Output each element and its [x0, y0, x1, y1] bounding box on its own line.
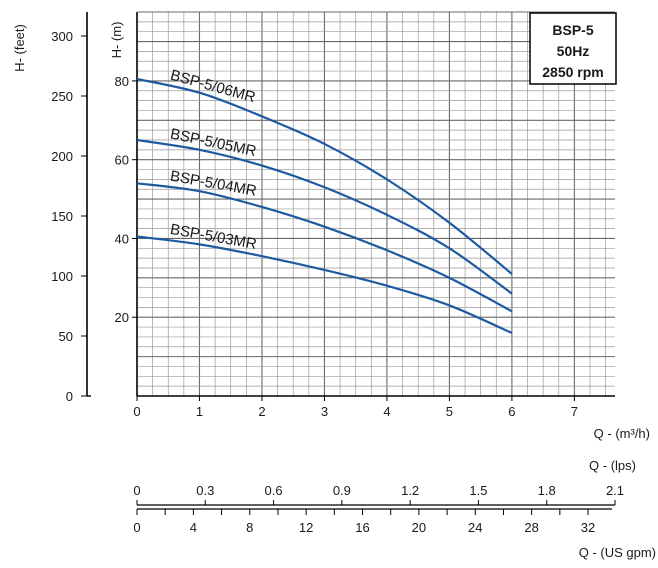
curve-bsp-5-04mr — [136, 182, 513, 313]
x-tick-label: 3 — [321, 404, 328, 419]
y-m-tick-label: 60 — [115, 153, 129, 168]
info-box-frame — [529, 12, 617, 85]
gpm-tick-label: 20 — [412, 520, 426, 535]
x-tick-label: 1 — [196, 404, 203, 419]
lps-axis-title: Q - (lps) — [589, 458, 636, 473]
gpm-axis-title: Q - (US gpm) — [579, 545, 656, 560]
y-feet-tick-label: 100 — [51, 269, 73, 284]
y-m-tick-label: 20 — [115, 310, 129, 325]
gpm-tick-label: 8 — [246, 520, 253, 535]
gpm-tick-label: 28 — [524, 520, 538, 535]
x-tick-label: 5 — [446, 404, 453, 419]
y-feet-tick-label: 250 — [51, 89, 73, 104]
lps-tick-label: 2.1 — [606, 483, 624, 498]
info-box-model: BSP-5 — [552, 22, 593, 38]
info-box-frequency: 50Hz — [557, 43, 590, 59]
gpm-tick-label: 12 — [299, 520, 313, 535]
info-box: BSP-5 50Hz 2850 rpm — [529, 12, 617, 85]
gpm-tick-label: 4 — [190, 520, 197, 535]
y-axis-m-title: H- (m) — [109, 22, 124, 59]
y-feet-tick-label: 300 — [51, 29, 73, 44]
x-tick-label: 4 — [383, 404, 390, 419]
gpm-tick-label: 0 — [133, 520, 140, 535]
x-tick-label: 2 — [258, 404, 265, 419]
lps-tick-label: 1.8 — [538, 483, 556, 498]
lps-tick-label: 0.9 — [333, 483, 351, 498]
axes-layer — [81, 11, 616, 515]
y-m-tick-label: 40 — [115, 231, 129, 246]
series-layer — [136, 77, 513, 334]
lps-tick-label: 0 — [133, 483, 140, 498]
y-m-tick-label: 80 — [115, 74, 129, 89]
y-feet-tick-label: 150 — [51, 209, 73, 224]
gpm-tick-label: 24 — [468, 520, 482, 535]
lps-tick-label: 1.5 — [469, 483, 487, 498]
y-feet-tick-label: 0 — [66, 389, 73, 404]
lps-tick-label: 0.3 — [196, 483, 214, 498]
gpm-tick-label: 32 — [581, 520, 595, 535]
x-tick-label: 0 — [133, 404, 140, 419]
y-feet-tick-label: 50 — [59, 329, 73, 344]
info-box-speed: 2850 rpm — [542, 64, 603, 80]
x-tick-label: 6 — [508, 404, 515, 419]
curve-bsp-5-03mr — [136, 235, 513, 334]
lps-tick-label: 1.2 — [401, 483, 419, 498]
curve-bsp-5-05mr — [136, 138, 513, 295]
y-feet-tick-label: 200 — [51, 149, 73, 164]
x-axis-title: Q - (m³/h) — [594, 426, 650, 441]
y-axis-feet-title: H- (feet) — [12, 24, 27, 72]
gpm-tick-label: 16 — [355, 520, 369, 535]
lps-tick-label: 0.6 — [265, 483, 283, 498]
x-tick-label: 7 — [571, 404, 578, 419]
curve-bsp-5-06mr — [136, 77, 513, 275]
